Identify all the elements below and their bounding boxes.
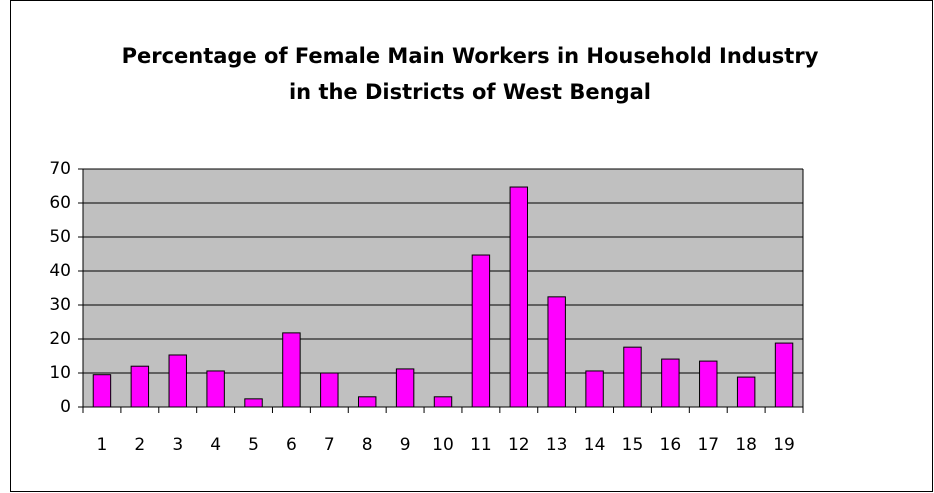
x-tick-label: 4: [210, 435, 221, 455]
x-tick-label: 11: [470, 435, 492, 455]
y-tick-label: 30: [49, 295, 71, 315]
bar: [471, 254, 491, 408]
chart-title: Percentage of Female Main Workers in Hou…: [122, 44, 819, 68]
bar: [206, 370, 225, 408]
x-tick-label: 14: [584, 435, 606, 455]
y-tick-label: 60: [49, 193, 71, 213]
bar: [168, 354, 187, 408]
bar: [736, 376, 756, 408]
bar: [130, 365, 150, 408]
bar: [92, 374, 112, 408]
x-tick-label: 3: [172, 435, 183, 455]
x-tick-label: 19: [773, 435, 795, 455]
x-tick-label: 18: [735, 435, 757, 455]
y-tick-label: 40: [49, 261, 71, 281]
x-tick-label: 2: [134, 435, 145, 455]
x-tick-label: 17: [697, 435, 719, 455]
bar: [661, 358, 680, 408]
bar: [282, 332, 301, 408]
x-tick-label: 7: [324, 435, 335, 455]
x-tick-label: 5: [248, 435, 259, 455]
bar: [585, 370, 604, 408]
y-tick-label: 20: [49, 329, 71, 349]
x-tick-label: 10: [432, 435, 454, 455]
bar: [395, 368, 415, 408]
x-tick-label: 15: [622, 435, 644, 455]
x-tick-label: 1: [97, 435, 108, 455]
x-tick-label: 8: [362, 435, 373, 455]
bar: [699, 360, 718, 408]
bar: [320, 372, 339, 408]
y-tick-label: 70: [49, 159, 71, 179]
bar: [623, 346, 642, 408]
x-tick-label: 12: [508, 435, 530, 455]
y-tick-label: 10: [49, 363, 71, 383]
chart-title: in the Districts of West Bengal: [289, 80, 651, 104]
bar: [433, 396, 453, 408]
y-tick-label: 50: [49, 227, 71, 247]
plot-area: [83, 169, 803, 407]
y-tick-label: 0: [60, 397, 71, 417]
x-tick-label: 13: [546, 435, 568, 455]
x-tick-label: 16: [660, 435, 682, 455]
x-tick-label: 6: [286, 435, 297, 455]
bar: [509, 186, 529, 408]
x-tick-label: 9: [400, 435, 411, 455]
bar: [244, 398, 263, 408]
bar: [547, 296, 566, 408]
bar: [357, 396, 377, 408]
bar: [774, 342, 794, 408]
